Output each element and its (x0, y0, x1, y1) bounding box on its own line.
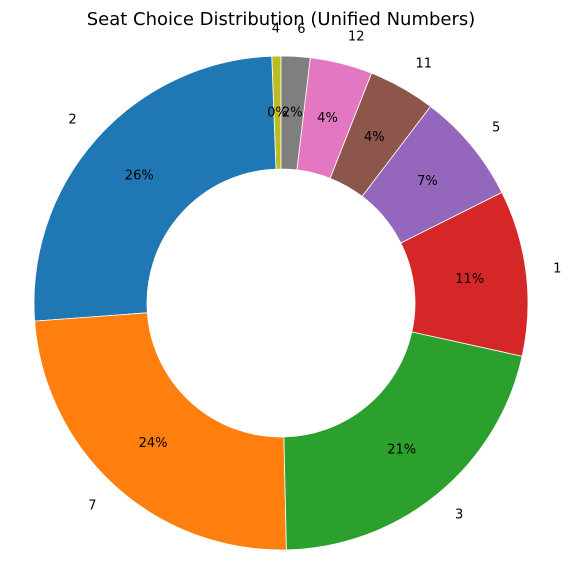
pie-slice-6 (280, 55, 311, 171)
category-label-3: 3 (455, 507, 463, 522)
slices-layer (33, 55, 529, 551)
category-label-2: 2 (68, 113, 76, 128)
pie-slice-2 (33, 55, 277, 322)
percent-label-4: 0% (267, 105, 288, 120)
category-label-1: 1 (553, 262, 561, 277)
category-label-5: 5 (492, 120, 500, 135)
category-label-12: 12 (348, 30, 365, 45)
labels-layer: 0% 4 26% 2 24% 7 21% 3 11% 1 7% 5 4% 11 4% 12 2% 6 (68, 21, 561, 522)
pie-slice-3 (283, 331, 523, 551)
category-label-11: 11 (415, 57, 432, 72)
pie-slice-7 (34, 312, 287, 551)
percent-label-11: 4% (364, 130, 385, 145)
percent-label-12: 4% (317, 111, 338, 126)
category-label-4: 4 (272, 21, 280, 36)
percent-label-3: 21% (387, 442, 416, 457)
percent-label-7: 24% (139, 436, 168, 451)
category-label-6: 6 (297, 22, 305, 37)
percent-label-6: 2% (282, 106, 303, 121)
category-label-7: 7 (88, 498, 96, 513)
percent-label-5: 7% (417, 174, 438, 189)
percent-label-2: 26% (125, 169, 154, 184)
percent-label-1: 11% (455, 272, 484, 287)
chart-title: Seat Choice Distribution (Unified Number… (87, 9, 476, 30)
